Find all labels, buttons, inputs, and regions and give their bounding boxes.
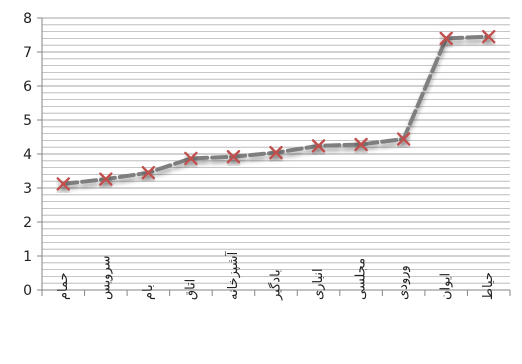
x-category-label: حمام bbox=[56, 272, 71, 300]
x-category-label: سرویس bbox=[98, 255, 113, 300]
data-point-marker bbox=[439, 31, 453, 46]
gridlines bbox=[42, 17, 510, 284]
x-category-label: ایوان bbox=[439, 273, 454, 300]
data-point-marker bbox=[226, 150, 241, 164]
data-point-marker bbox=[354, 137, 368, 152]
y-tick-label: 6 bbox=[23, 79, 32, 95]
y-tick-label: 0 bbox=[23, 283, 32, 299]
data-point-marker bbox=[482, 30, 496, 44]
y-axis-tick-labels: 0 1 2 3 4 5 6 7 8 bbox=[23, 11, 32, 299]
x-category-label: بام bbox=[141, 284, 156, 300]
data-point-marker bbox=[141, 165, 156, 180]
x-category-label: انباری bbox=[311, 268, 326, 300]
y-tick-label: 3 bbox=[23, 181, 32, 197]
y-tick-label: 1 bbox=[23, 249, 32, 265]
x-category-label: بادگیر bbox=[268, 269, 284, 301]
x-category-label: اتاق bbox=[183, 279, 198, 300]
x-category-label: آشپزخانه bbox=[224, 250, 241, 300]
data-point-marker bbox=[56, 177, 70, 191]
data-point-marker bbox=[269, 145, 283, 160]
y-tick-label: 5 bbox=[23, 113, 32, 129]
x-axis-category-labels: حمام سرویس بام اتاق آشپزخانه بادگیر انباری مجلس… bbox=[56, 250, 496, 301]
x-category-label: مجلسی bbox=[354, 258, 369, 300]
series-markers bbox=[56, 30, 496, 191]
y-tick-label: 8 bbox=[23, 11, 32, 27]
x-category-label: حیاط bbox=[481, 272, 496, 300]
data-point-marker bbox=[396, 132, 411, 146]
y-tick-label: 4 bbox=[23, 147, 32, 163]
y-tick-label: 7 bbox=[23, 45, 32, 61]
x-category-label: ورودی bbox=[396, 265, 411, 300]
data-point-marker bbox=[184, 151, 198, 166]
y-tick-label: 2 bbox=[23, 215, 32, 231]
axes bbox=[37, 17, 511, 296]
data-point-marker bbox=[311, 139, 326, 153]
data-point-marker bbox=[99, 172, 113, 186]
